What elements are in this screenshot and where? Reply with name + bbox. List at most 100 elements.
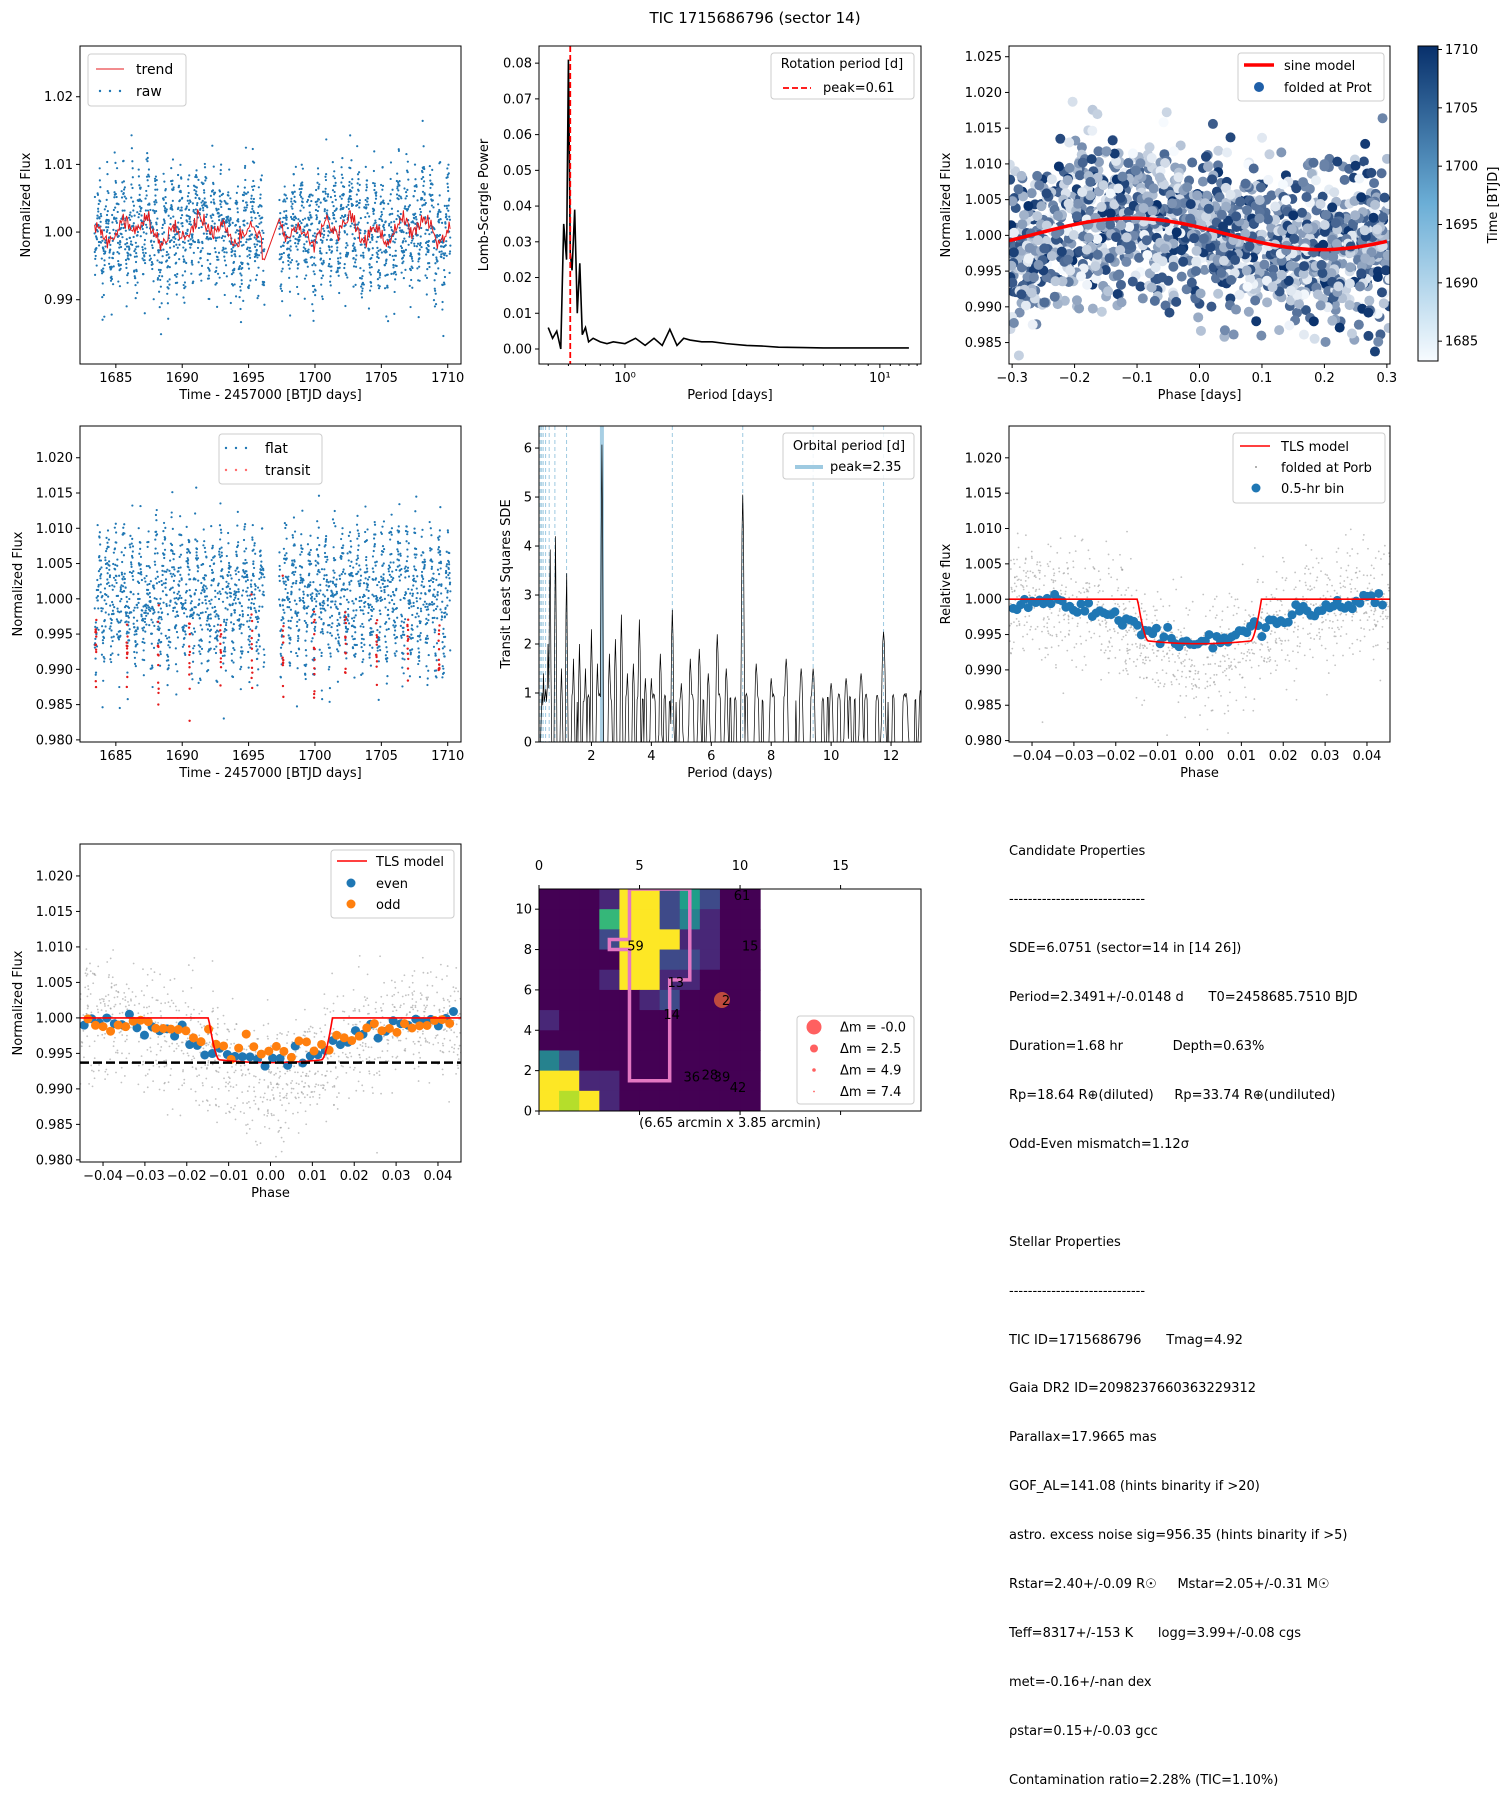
flat-point xyxy=(196,540,198,542)
flat-point xyxy=(133,626,135,628)
flat-point xyxy=(121,561,123,563)
flat-point xyxy=(166,594,168,596)
folded-point xyxy=(1345,279,1355,289)
raw-point xyxy=(339,252,341,254)
flat-point xyxy=(194,512,196,514)
flat-point xyxy=(104,625,106,627)
folded-point xyxy=(1327,316,1337,326)
raw-point xyxy=(249,250,251,252)
raw-point xyxy=(385,315,387,317)
folded-point xyxy=(1356,268,1366,278)
flat-point xyxy=(133,651,135,653)
colorbar-tick-label: 1705 xyxy=(1445,101,1478,116)
raw-point xyxy=(407,161,409,163)
flat-point xyxy=(247,614,249,616)
colorbar-tick-label: 1690 xyxy=(1445,276,1478,291)
raw-point xyxy=(147,179,149,181)
raw-point xyxy=(208,298,210,300)
raw-point xyxy=(407,208,409,210)
raw-point xyxy=(323,197,325,199)
raw-point xyxy=(176,273,178,275)
flat-point xyxy=(122,585,124,587)
raw-point xyxy=(169,266,171,268)
folded-point xyxy=(1064,199,1074,209)
raw-point xyxy=(300,191,302,193)
raw-point xyxy=(414,164,416,166)
flat-point xyxy=(138,527,140,529)
flat-point xyxy=(282,581,284,583)
flat-point xyxy=(166,637,168,639)
flat-point xyxy=(154,597,156,599)
raw-point xyxy=(370,257,372,259)
flat-point xyxy=(169,600,171,602)
raw-point xyxy=(292,213,294,215)
folded-point xyxy=(1063,175,1073,185)
flat-point xyxy=(227,542,229,544)
raw-point xyxy=(437,267,439,269)
x-tick-label: 0.2 xyxy=(1314,371,1335,386)
flat-point xyxy=(116,558,118,560)
flat-point xyxy=(176,631,178,633)
flat-point xyxy=(151,664,153,666)
x-tick-label: 1705 xyxy=(365,371,398,386)
raw-point xyxy=(403,251,405,253)
raw-point xyxy=(100,236,102,238)
flat-point xyxy=(196,554,198,556)
flat-point xyxy=(125,620,127,622)
flat-point xyxy=(245,590,247,592)
flat-point xyxy=(163,522,165,524)
raw-point xyxy=(127,253,129,255)
raw-point xyxy=(137,216,139,218)
raw-point xyxy=(146,152,148,154)
folded-point xyxy=(1366,168,1376,178)
raw-point xyxy=(280,283,282,285)
raw-point xyxy=(240,321,242,323)
raw-point xyxy=(107,222,109,224)
raw-point xyxy=(230,218,232,220)
raw-point xyxy=(308,196,310,198)
flat-point xyxy=(148,606,150,608)
raw-point xyxy=(258,254,260,256)
raw-point xyxy=(217,208,219,210)
raw-point xyxy=(132,201,134,203)
raw-point xyxy=(244,206,246,208)
flat-point xyxy=(209,603,211,605)
folded-point xyxy=(1065,163,1075,173)
raw-point xyxy=(250,211,252,213)
flat-point xyxy=(123,582,125,584)
flat-point xyxy=(227,585,229,587)
flat-point xyxy=(289,642,291,644)
raw-point xyxy=(432,199,434,201)
flat-point xyxy=(199,646,201,648)
raw-point xyxy=(143,243,145,245)
flat-point xyxy=(100,573,102,575)
flat-point xyxy=(173,568,175,570)
folded-point xyxy=(1103,286,1113,296)
raw-point xyxy=(423,166,425,168)
raw-point xyxy=(406,189,408,191)
flat-point xyxy=(231,653,233,655)
raw-point xyxy=(444,205,446,207)
flat-point xyxy=(174,575,176,577)
raw-point xyxy=(177,207,179,209)
flat-point xyxy=(245,548,247,550)
flat-point xyxy=(172,610,174,612)
raw-point xyxy=(155,199,157,201)
flat-point xyxy=(101,706,103,708)
flat-point xyxy=(162,574,164,576)
raw-point xyxy=(142,273,144,275)
flat-point xyxy=(137,628,139,630)
raw-point xyxy=(224,235,226,237)
raw-point xyxy=(345,247,347,249)
flat-point xyxy=(153,587,155,589)
raw-point xyxy=(372,213,374,215)
raw-point xyxy=(166,293,168,295)
flat-point xyxy=(298,629,300,631)
flat-point xyxy=(182,646,184,648)
y-tick-label: 1.01 xyxy=(44,158,73,173)
raw-point xyxy=(226,275,228,277)
raw-point xyxy=(291,208,293,210)
folded-point xyxy=(1250,295,1260,305)
folded-point xyxy=(1303,223,1313,233)
flat-point xyxy=(169,641,171,643)
